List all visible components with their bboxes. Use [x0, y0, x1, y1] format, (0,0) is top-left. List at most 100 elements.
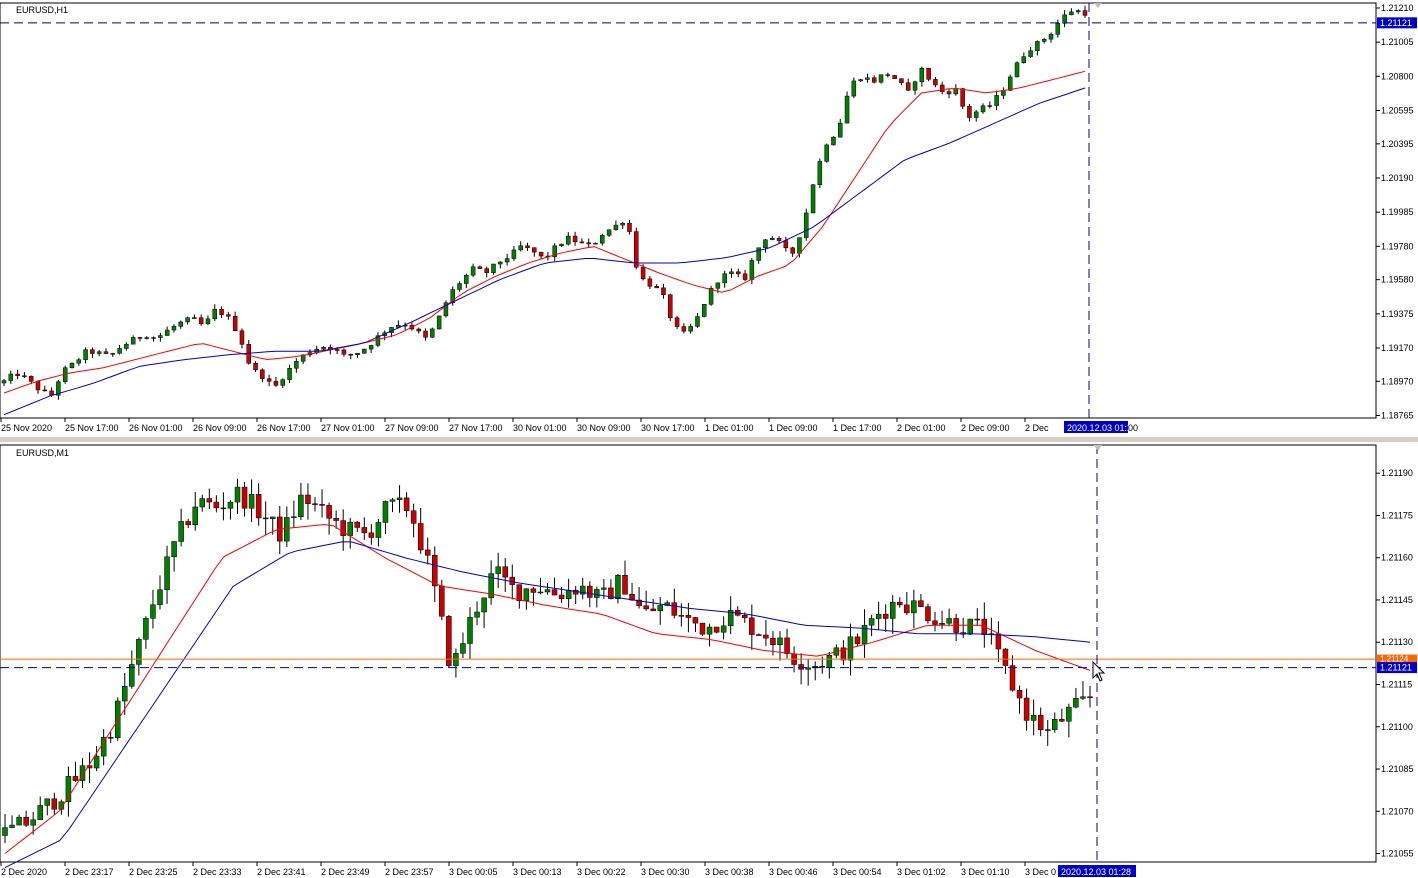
candle	[1041, 38, 1047, 44]
bull-candle-body	[467, 616, 473, 644]
time-tick-label: 25 Nov 2020	[1, 423, 52, 433]
bear-candle-body	[206, 498, 213, 503]
candle	[69, 362, 75, 369]
candle	[86, 752, 93, 784]
candle	[298, 482, 304, 521]
candle	[994, 90, 999, 111]
candle	[594, 586, 600, 608]
bear-candle-body	[627, 222, 632, 232]
bear-candle-body	[22, 375, 27, 377]
bull-candle-body	[151, 337, 156, 339]
candle	[122, 672, 128, 715]
price-tick-label: 1.21130	[1381, 637, 1413, 647]
bull-candle-body	[1075, 10, 1081, 13]
chart-panel-m1[interactable]: EURUSD,M1 1.211901.211751.211601.211451.…	[0, 444, 1417, 877]
bull-candle-body	[129, 664, 135, 687]
price-tick-label: 1.21115	[1381, 679, 1412, 689]
bear-candle-body	[305, 494, 311, 504]
candle	[770, 236, 775, 241]
bull-candle-body	[973, 111, 979, 118]
bear-candle-body	[749, 617, 755, 635]
candle	[1035, 40, 1040, 56]
bear-candle-body	[35, 381, 41, 391]
crosshair-price-label: 1.21121	[1380, 663, 1412, 673]
candle	[1044, 719, 1051, 746]
candle	[654, 284, 659, 289]
candle	[42, 385, 48, 392]
bear-candle-body	[72, 776, 79, 781]
candle	[579, 238, 585, 244]
bull-candle-body	[178, 321, 184, 327]
candle	[844, 91, 850, 124]
candle	[939, 81, 945, 95]
bull-candle-body	[946, 618, 952, 624]
candle	[232, 311, 238, 332]
candle	[904, 591, 910, 615]
candle	[932, 611, 938, 632]
candle	[171, 541, 177, 572]
candle	[213, 495, 220, 513]
bear-candle-body	[260, 369, 265, 379]
bear-candle-body	[885, 74, 891, 76]
candle	[368, 344, 374, 353]
bull-candle-body	[1041, 38, 1047, 42]
bull-candle-body	[205, 318, 211, 325]
candle	[212, 304, 218, 322]
candle	[544, 583, 551, 595]
candle	[178, 320, 184, 329]
candle	[1082, 5, 1088, 18]
candle	[253, 361, 258, 373]
bear-candle-body	[273, 381, 279, 386]
time-tick-label: 30 Nov 17:00	[641, 423, 695, 433]
bear-candle-body	[185, 521, 191, 526]
candle	[129, 650, 135, 689]
bull-candle-body	[1028, 50, 1033, 57]
candle	[647, 275, 653, 290]
bull-candle-body	[688, 326, 693, 332]
candle	[878, 74, 884, 84]
bear-candle-body	[763, 634, 769, 639]
bear-candle-body	[348, 354, 353, 356]
candle	[1062, 10, 1067, 28]
window-splitter[interactable]	[0, 437, 1418, 442]
candle	[423, 328, 428, 341]
bear-candle-body	[1082, 10, 1088, 16]
bull-candle-body	[470, 266, 476, 276]
price-tick-label: 1.21100	[1381, 722, 1413, 732]
time-tick-label: 3 Dec 00:13	[513, 867, 562, 877]
candle	[333, 510, 339, 529]
price-tick-label: 1.21070	[1381, 806, 1414, 816]
candle	[457, 281, 462, 292]
candle	[1073, 687, 1079, 709]
bull-candle-body	[2, 827, 8, 836]
time-tick-label: 30 Nov 01:00	[513, 423, 567, 433]
bull-candle-body	[810, 184, 816, 214]
bull-candle-body	[436, 315, 442, 330]
candle	[523, 588, 530, 610]
bull-candle-body	[136, 639, 142, 665]
candle	[361, 517, 368, 540]
bull-candle-body	[878, 74, 884, 83]
bear-candle-body	[532, 247, 537, 253]
bear-candle-body	[107, 737, 114, 739]
bull-candle-body	[594, 589, 600, 598]
bull-candle-body	[994, 95, 999, 106]
candle	[861, 609, 868, 658]
bull-candle-body	[804, 212, 809, 238]
candle	[946, 88, 952, 99]
bull-candle-body	[291, 516, 297, 518]
bull-candle-body	[65, 776, 72, 803]
bear-candle-body	[897, 601, 903, 606]
bull-candle-body	[498, 261, 503, 265]
bull-candle-body	[826, 654, 833, 668]
bull-candle-body	[9, 824, 15, 828]
candle	[502, 557, 508, 592]
candle	[643, 590, 649, 611]
bull-candle-body	[727, 610, 734, 627]
candle	[1007, 74, 1013, 91]
chart-panel-h1[interactable]: EURUSD,H1 1.212101.210051.208001.205951.…	[0, 2, 1417, 433]
bull-candle-body	[817, 161, 823, 185]
candle	[107, 731, 114, 744]
candle	[239, 328, 245, 349]
candle	[933, 76, 938, 88]
